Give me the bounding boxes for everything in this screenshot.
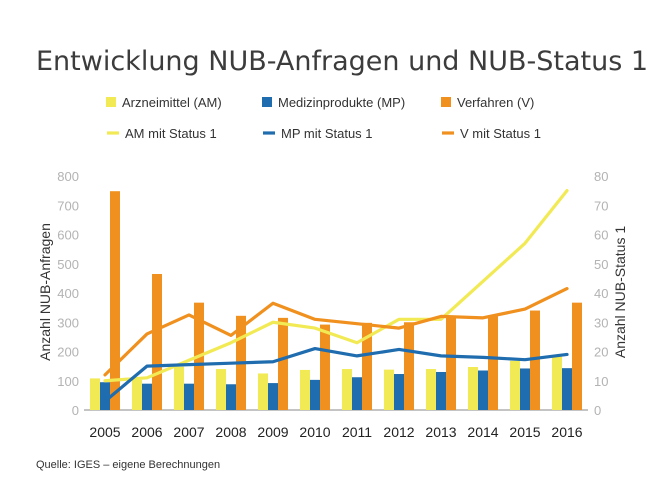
y-tick-label: 0 [72,403,79,418]
bar [384,369,394,410]
bar [258,373,268,410]
y-axis-label: Anzahl NUB-Anfragen [37,223,53,361]
y2-tick-label: 60 [594,228,608,243]
legend-swatch [262,97,272,107]
y-tick-label: 300 [57,315,79,330]
x-tick-label: 2008 [215,424,246,440]
bar [572,302,582,410]
x-tick-label: 2015 [509,424,540,440]
y-tick-label: 200 [57,345,79,360]
bar [426,369,436,410]
x-tick-label: 2007 [173,424,204,440]
y-tick-label: 100 [57,374,79,389]
y-tick-label: 700 [57,198,79,213]
y-tick-label: 600 [57,228,79,243]
bar [362,322,372,410]
bar [184,383,194,410]
bar [268,383,278,410]
bar [110,191,120,410]
bar [90,378,100,410]
x-tick-label: 2011 [342,424,372,440]
x-tick-label: 2006 [131,424,162,440]
bar [174,366,184,410]
legend-label: Medizinprodukte (MP) [278,95,405,110]
y2-tick-label: 70 [594,198,608,213]
bar [300,369,310,410]
legend-label: Verfahren (V) [457,95,534,110]
x-tick-label: 2009 [257,424,288,440]
series-line [103,189,569,383]
x-tick-label: 2014 [467,424,498,440]
y-tick-label: 400 [57,286,79,301]
bar [310,379,320,410]
bar [216,369,226,410]
y-tick-label: 500 [57,257,79,272]
x-tick-label: 2012 [383,424,414,440]
y2-tick-label: 0 [594,403,601,418]
y2-axis-label: Anzahl NUB-Status 1 [612,226,628,358]
bar [394,374,404,410]
bar [510,360,520,410]
bar [226,384,236,410]
legend-swatch [106,97,116,107]
legend-swatch [441,97,451,107]
bar [152,273,162,410]
series-line [103,346,569,403]
chart-title: Entwicklung NUB-Anfragen und NUB-Status … [36,46,648,77]
y-tick-label: 800 [57,169,79,184]
y2-tick-label: 40 [594,286,608,301]
x-tick-label: 2013 [425,424,456,440]
y2-tick-label: 50 [594,257,608,272]
legend-label: V mit Status 1 [460,126,541,141]
bar [142,383,152,410]
x-tick-label: 2016 [551,424,582,440]
bar [352,377,362,410]
x-tick-label: 2005 [89,424,120,440]
bar [478,370,488,410]
bar [552,356,562,410]
y2-tick-label: 30 [594,315,608,330]
bar [488,316,498,410]
bar [320,324,330,410]
bar [342,369,352,410]
y2-tick-label: 80 [594,169,608,184]
series-line [103,287,569,377]
bar [436,371,446,410]
bar [404,322,414,410]
bar [562,368,572,410]
bar [468,367,478,410]
bar [530,310,540,410]
legend-label: AM mit Status 1 [125,126,217,141]
bar [100,382,110,410]
plot-area: 0 100 200 300 400 500 600 700 800 0 10 20 30 40 50 60 70… [57,169,608,440]
x-tick-label: 2010 [299,424,330,440]
legend: Arzneimittel (AM) Medizinprodukte (MP) Ver… [106,95,541,141]
source-note: Quelle: IGES – eigene Berechnungen [36,459,220,471]
bar [278,317,288,410]
bar [132,379,142,410]
bar [446,316,456,410]
y2-tick-label: 20 [594,345,608,360]
legend-label: MP mit Status 1 [281,126,373,141]
bar [520,368,530,410]
y2-tick-label: 10 [594,374,608,389]
legend-label: Arzneimittel (AM) [122,95,222,110]
